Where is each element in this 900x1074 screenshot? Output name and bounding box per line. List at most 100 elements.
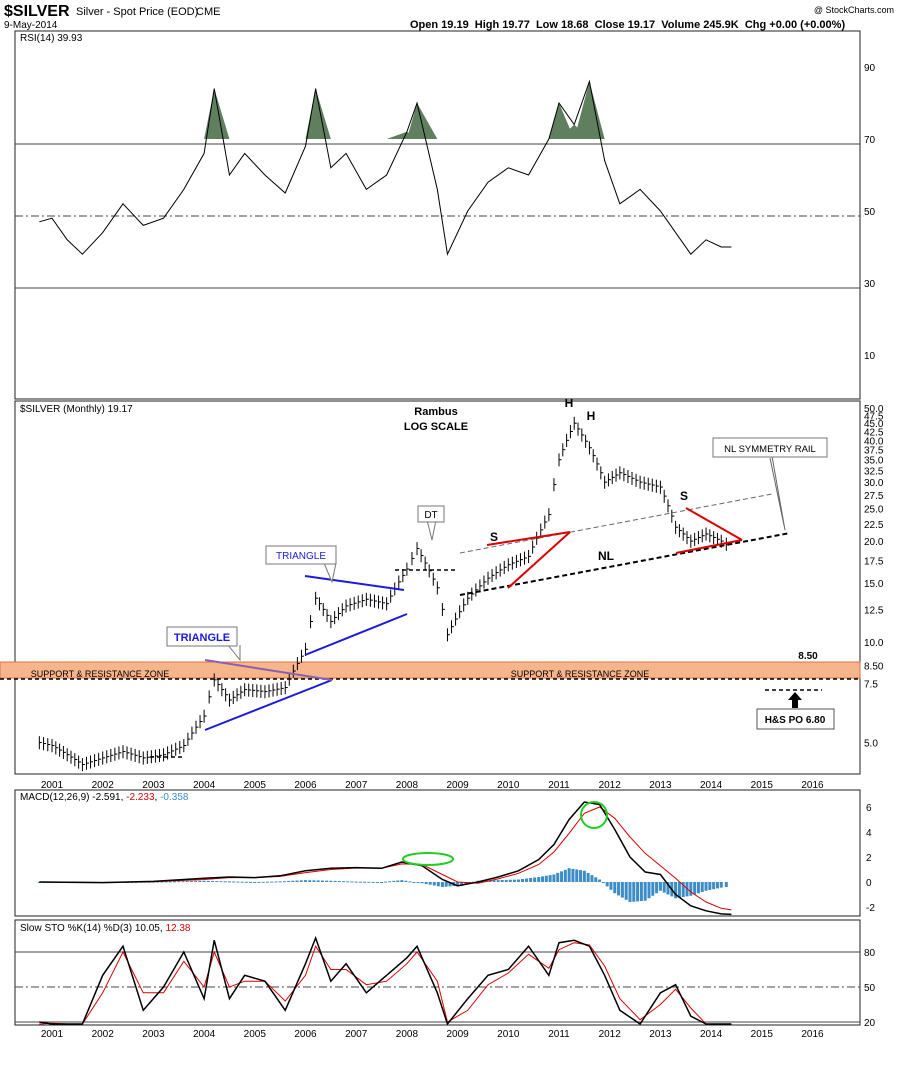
rsi-y-tick: 70 (864, 135, 876, 146)
rsi-y-tick: 10 (864, 351, 876, 362)
rsi-frame (14, 30, 861, 400)
macd-hist-bar (533, 877, 537, 882)
ohlc-readout: Open 19.19 High 19.77 Low 18.68 Close 19… (410, 19, 845, 31)
macd-hist-bar (496, 880, 500, 882)
macd-hist-bar (724, 882, 728, 888)
macd-hist-bar (177, 881, 181, 883)
left-shoulder-label: S (490, 530, 498, 544)
x-tick-label: 2002 (92, 780, 115, 791)
macd-legend-title: MACD(12,26,9) (20, 792, 92, 803)
rambus-label: Rambus (414, 406, 457, 418)
macd-hist-bar (367, 881, 371, 883)
x-tick-label: 2012 (599, 1029, 622, 1040)
macd-line (39, 801, 732, 916)
macd-hist-bar (206, 880, 210, 882)
macd-hist-bar (316, 880, 320, 882)
macd-hist-bar (388, 881, 392, 883)
macd-hist-bar (586, 872, 590, 882)
rsi-fill-peak (406, 103, 438, 139)
macd-hist-bar (693, 882, 697, 895)
macd-hist-bar (261, 881, 265, 883)
up-arrow-icon (788, 692, 802, 708)
triangle-2004-upper-line (204, 659, 333, 681)
rsi-y-axis: 90 70 50 30 10 (864, 63, 876, 362)
macd-hist-bar (291, 880, 295, 882)
macd-hist-bar (500, 880, 504, 882)
nl-rail-callout-box (712, 437, 828, 458)
macd-hist-bar (350, 881, 354, 883)
macd-hist-bar (620, 882, 624, 898)
macd-hist-bar (582, 870, 586, 882)
macd-hist-bar (282, 881, 286, 883)
macd-hist-bar (428, 882, 432, 885)
price-y-axis: 50.047.545.042.540.037.535.032.530.0 27.5… (864, 404, 884, 750)
macd-hist-bar (189, 880, 193, 882)
right-shoulder-upper-line (685, 507, 743, 541)
x-tick-label: 2006 (294, 780, 317, 791)
callout-pointer-rail (769, 455, 786, 531)
macd-y-tick: -2 (866, 903, 875, 914)
left-shoulder-upper-line (486, 531, 571, 546)
macd-hist-bar (416, 882, 420, 883)
price-y-tick: 40.0 (864, 436, 884, 447)
macd-hist-bar (537, 877, 541, 882)
macd-hist-bar (560, 871, 564, 882)
macd-hist-bar (164, 881, 168, 883)
price-y-tick: 20.0 (864, 537, 884, 548)
macd-hist-bar (609, 882, 613, 890)
x-tick-label: 2005 (244, 1029, 267, 1040)
macd-hist-bar (160, 881, 164, 883)
macd-hist-bar (211, 880, 215, 882)
macd-hist-bar (548, 875, 552, 882)
macd-hist-bar (287, 880, 291, 882)
macd-hist-bar (643, 882, 647, 901)
hs-po-label: H&S PO 6.80 (765, 715, 826, 726)
macd-hist-bar (541, 876, 545, 882)
macd-hist-bar (432, 882, 436, 886)
macd-hist-bar (358, 881, 362, 883)
macd-hist-bar (448, 882, 452, 887)
macd-hist-bar (719, 882, 723, 888)
macd-hist-bar (520, 879, 524, 882)
macd-hist-bar (715, 882, 719, 889)
macd-hist-bar (304, 880, 307, 882)
macd-hist-bar (605, 882, 609, 887)
macd-hist-bar (516, 879, 520, 882)
left-shoulder-lower-line (507, 531, 571, 589)
macd-hist-bar (223, 881, 227, 883)
macd-hist-bar (508, 879, 512, 882)
macd-hist-bar (613, 882, 617, 894)
macd-hist-bar (636, 882, 640, 902)
macd-hist-bar (601, 882, 605, 883)
rsi-y-tick: 50 (864, 207, 876, 218)
macd-hist-bar (700, 882, 704, 892)
triangle-2004-lower-line (204, 679, 333, 731)
callout-pointer-triangle-2004 (227, 644, 241, 662)
macd-hist-bar (571, 868, 575, 882)
x-tick-label: 2010 (497, 1029, 520, 1040)
right-shoulder-lower-line (675, 539, 743, 554)
macd-hist-bar (590, 875, 594, 882)
macd-hist-bar (681, 882, 685, 897)
macd-hist-bar (708, 882, 712, 890)
macd-hist-bar (257, 881, 261, 883)
chart-exchange: CME (196, 6, 220, 18)
x-tick-label: 2011 (548, 780, 570, 791)
x-tick-label: 2015 (751, 780, 774, 791)
price-y-tick: 17.5 (864, 556, 884, 567)
rsi-fill-peak (305, 88, 331, 139)
support-resistance-zone (0, 661, 861, 679)
triangle-2004-label: TRIANGLE (174, 632, 230, 644)
price-y-tick: 45.0 (864, 419, 884, 430)
macd-hist-bar (488, 880, 492, 882)
rsi-overbought-fill (204, 81, 605, 139)
x-tick-label: 2009 (446, 1029, 469, 1040)
x-tick-label: 2014 (700, 780, 723, 791)
x-tick-label: 2013 (649, 1029, 672, 1040)
x-tick-label: 2001 (41, 1029, 64, 1040)
macd-hist-bar (598, 879, 602, 882)
right-shoulder-label: S (680, 489, 688, 503)
macd-hist-bar (380, 882, 384, 883)
macd-y-tick: 4 (866, 828, 872, 839)
macd-hist-bar (492, 880, 496, 882)
